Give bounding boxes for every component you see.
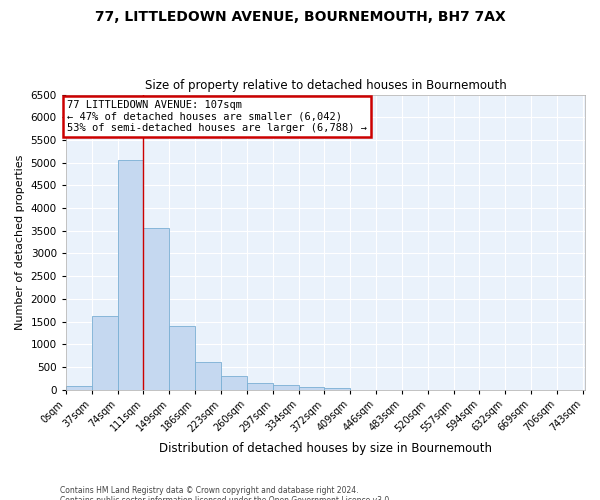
X-axis label: Distribution of detached houses by size in Bournemouth: Distribution of detached houses by size …: [159, 442, 492, 455]
Text: 77, LITTLEDOWN AVENUE, BOURNEMOUTH, BH7 7AX: 77, LITTLEDOWN AVENUE, BOURNEMOUTH, BH7 …: [95, 10, 505, 24]
Bar: [169, 326, 195, 390]
Title: Size of property relative to detached houses in Bournemouth: Size of property relative to detached ho…: [145, 79, 506, 92]
Bar: [66, 386, 92, 390]
Bar: [325, 388, 350, 390]
Bar: [247, 382, 272, 390]
Bar: [221, 376, 247, 390]
Text: Contains public sector information licensed under the Open Government Licence v3: Contains public sector information licen…: [60, 496, 392, 500]
Bar: [272, 384, 299, 390]
Text: Contains HM Land Registry data © Crown copyright and database right 2024.: Contains HM Land Registry data © Crown c…: [60, 486, 359, 495]
Bar: [195, 362, 221, 390]
Bar: [143, 228, 169, 390]
Text: 77 LITTLEDOWN AVENUE: 107sqm
← 47% of detached houses are smaller (6,042)
53% of: 77 LITTLEDOWN AVENUE: 107sqm ← 47% of de…: [67, 100, 367, 133]
Bar: [92, 316, 118, 390]
Y-axis label: Number of detached properties: Number of detached properties: [15, 154, 25, 330]
Bar: [299, 386, 325, 390]
Bar: [118, 160, 143, 390]
